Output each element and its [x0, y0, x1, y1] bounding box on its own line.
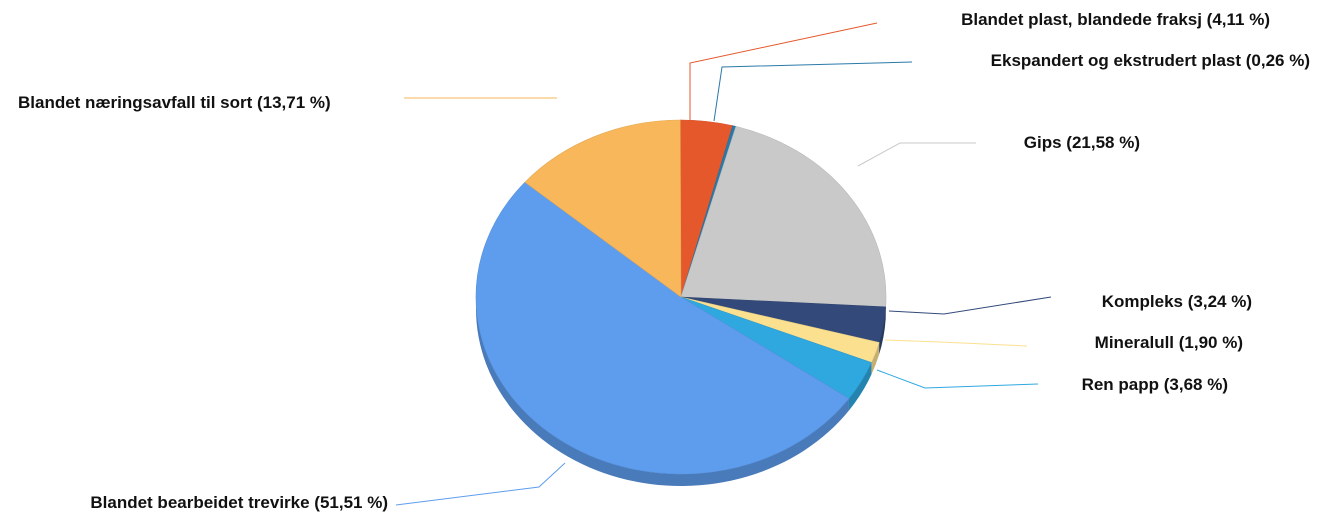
slice-label: Blandet næringsavfall til sort (13,71 %)	[18, 93, 331, 112]
slice-label: Ren papp (3,68 %)	[1082, 375, 1228, 394]
pie-slice	[475, 181, 850, 475]
slice-side	[848, 362, 872, 411]
slice-label: Mineralull (1,90 %)	[1095, 333, 1243, 352]
slice-label: Blandet bearbeidet trevirke (51,51 %)	[90, 493, 388, 512]
leader-line	[876, 369, 1039, 389]
slice-label: Kompleks (3,24 %)	[1102, 292, 1252, 311]
slice-labels: Blandet plast, blandede fraksj (4,11 %) E…	[18, 10, 1310, 512]
slice-label: Gips (21,58 %)	[1024, 133, 1140, 152]
leader-line	[713, 61, 913, 122]
leader-line	[888, 296, 1052, 315]
slice-label: Blandet plast, blandede fraksj (4,11 %)	[961, 10, 1270, 29]
pie-slices	[475, 119, 887, 475]
slice-label: Ekspandert og ekstrudert plast (0,26 %)	[991, 51, 1310, 70]
leader-line	[857, 142, 976, 167]
leader-line	[884, 339, 1028, 347]
leader-lines	[395, 22, 1052, 506]
slice-side	[871, 342, 880, 375]
pie-slice	[680, 126, 887, 308]
pie-slice	[524, 119, 682, 298]
leader-line	[395, 462, 566, 506]
leader-line	[689, 22, 878, 121]
